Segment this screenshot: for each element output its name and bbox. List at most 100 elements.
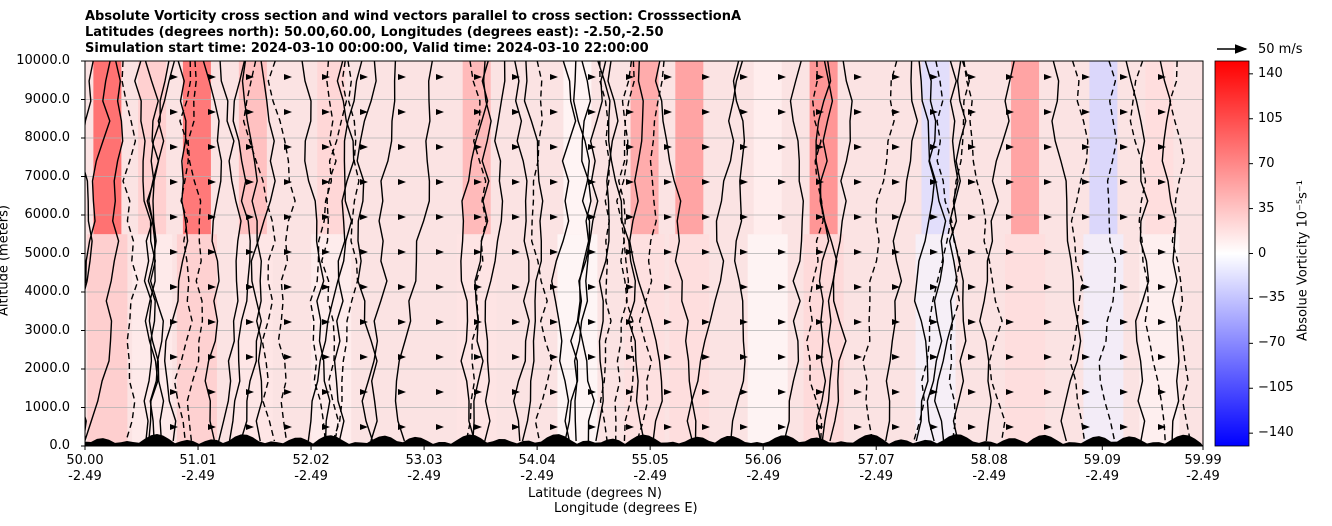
wind-vector bbox=[1044, 74, 1052, 80]
contour-line bbox=[530, 61, 553, 442]
wind-vector bbox=[512, 319, 520, 325]
wind-vector bbox=[284, 354, 292, 360]
x-tick-longitude: -2.49 bbox=[294, 469, 328, 484]
wind-vector bbox=[778, 144, 786, 150]
wind-vector bbox=[208, 284, 216, 290]
wind-vector bbox=[740, 354, 748, 360]
wind-vector bbox=[360, 249, 368, 255]
wind-vector bbox=[1158, 74, 1166, 80]
x-axis-label-longitude: Longitude (degrees E) bbox=[554, 501, 698, 516]
wind-vector bbox=[968, 214, 976, 220]
vorticity-band-lower bbox=[803, 234, 844, 446]
x-tick-latitude: 58.08 bbox=[970, 453, 1008, 468]
wind-vector bbox=[930, 74, 938, 80]
wind-vector bbox=[626, 284, 634, 290]
wind-vector bbox=[588, 179, 596, 185]
wind-vector bbox=[1120, 214, 1128, 220]
vorticity-band-lower bbox=[915, 234, 956, 446]
colorbar-tick-label: −70 bbox=[1258, 335, 1286, 351]
x-tick-latitude: 53.03 bbox=[405, 453, 443, 468]
wind-vector bbox=[1006, 249, 1014, 255]
y-tick-label: 3000.0 bbox=[24, 322, 71, 338]
wind-vector bbox=[1158, 424, 1166, 430]
y-tick-label: 2000.0 bbox=[24, 361, 71, 376]
wind-vector bbox=[246, 144, 254, 150]
wind-vector bbox=[170, 144, 178, 150]
x-tick-label: 54.04 -2.49 bbox=[497, 453, 577, 485]
contour-line bbox=[218, 61, 242, 442]
wind-vector bbox=[474, 319, 482, 325]
wind-vector bbox=[816, 424, 824, 430]
wind-vector bbox=[322, 144, 330, 150]
colorbar bbox=[1214, 60, 1250, 447]
contour-line bbox=[636, 61, 665, 442]
contour-line bbox=[85, 61, 124, 442]
wind-vector bbox=[474, 284, 482, 290]
wind-vector bbox=[930, 179, 938, 185]
x-tick-longitude: -2.49 bbox=[746, 469, 780, 484]
wind-vector bbox=[550, 389, 558, 395]
wind-vector bbox=[436, 354, 444, 360]
wind-vector bbox=[588, 144, 596, 150]
wind-vector bbox=[968, 284, 976, 290]
wind-vector bbox=[702, 144, 710, 150]
x-tick-label: 55.05 -2.49 bbox=[610, 453, 690, 485]
wind-vector bbox=[436, 319, 444, 325]
colorbar-tick-label: 0 bbox=[1258, 245, 1267, 261]
wind-vector bbox=[474, 214, 482, 220]
wind-vector bbox=[1044, 354, 1052, 360]
wind-vector bbox=[322, 284, 330, 290]
contour-line bbox=[1069, 61, 1089, 442]
contour-line bbox=[550, 61, 577, 442]
wind-vector bbox=[778, 319, 786, 325]
wind-vector bbox=[550, 354, 558, 360]
vorticity-band bbox=[93, 61, 122, 235]
x-tick-label: 59.99 -2.49 bbox=[1163, 453, 1243, 485]
x-tick-latitude: 50.00 bbox=[66, 453, 104, 468]
wind-vector bbox=[208, 354, 216, 360]
wind-vector bbox=[702, 249, 710, 255]
wind-vector bbox=[626, 389, 634, 395]
wind-vector bbox=[778, 179, 786, 185]
wind-vector bbox=[284, 144, 292, 150]
wind-vector bbox=[436, 424, 444, 430]
wind-vector bbox=[854, 144, 862, 150]
colorbar-label: Absolue Vorticity 10⁻⁵s⁻¹ bbox=[1295, 180, 1311, 341]
x-tick-label: 53.03 -2.49 bbox=[384, 453, 464, 485]
wind-vector bbox=[1158, 179, 1166, 185]
contour-line bbox=[628, 61, 663, 442]
wind-vector bbox=[550, 214, 558, 220]
wind-vector bbox=[816, 319, 824, 325]
wind-vector bbox=[968, 74, 976, 80]
wind-vector bbox=[1044, 109, 1052, 115]
contour-line bbox=[862, 61, 898, 442]
wind-vector bbox=[892, 354, 900, 360]
x-tick-latitude: 54.04 bbox=[518, 453, 556, 468]
wind-vector bbox=[322, 424, 330, 430]
wind-vector bbox=[588, 284, 596, 290]
wind-vector bbox=[740, 249, 748, 255]
contour-line bbox=[918, 61, 947, 442]
contour-line bbox=[173, 61, 193, 442]
contour-line bbox=[472, 61, 492, 442]
wind-vector bbox=[512, 284, 520, 290]
contour-line bbox=[394, 61, 433, 442]
y-tick-label: 8000.0 bbox=[24, 130, 71, 145]
wind-vector bbox=[170, 179, 178, 185]
vorticity-band-lower bbox=[557, 234, 598, 446]
wind-vector bbox=[208, 389, 216, 395]
wind-vector bbox=[1120, 284, 1128, 290]
contour-line bbox=[85, 61, 111, 436]
wind-vector bbox=[626, 109, 634, 115]
x-tick-longitude: -2.49 bbox=[1186, 469, 1220, 484]
contour-line bbox=[933, 61, 959, 442]
x-tick-latitude: 52.02 bbox=[292, 453, 330, 468]
wind-vector bbox=[626, 424, 634, 430]
wind-vector bbox=[398, 109, 406, 115]
wind-vector bbox=[816, 179, 824, 185]
wind-vector bbox=[322, 214, 330, 220]
wind-vector bbox=[512, 389, 520, 395]
colorbar-tick-label: 70 bbox=[1258, 155, 1275, 171]
contour-line bbox=[202, 61, 223, 442]
